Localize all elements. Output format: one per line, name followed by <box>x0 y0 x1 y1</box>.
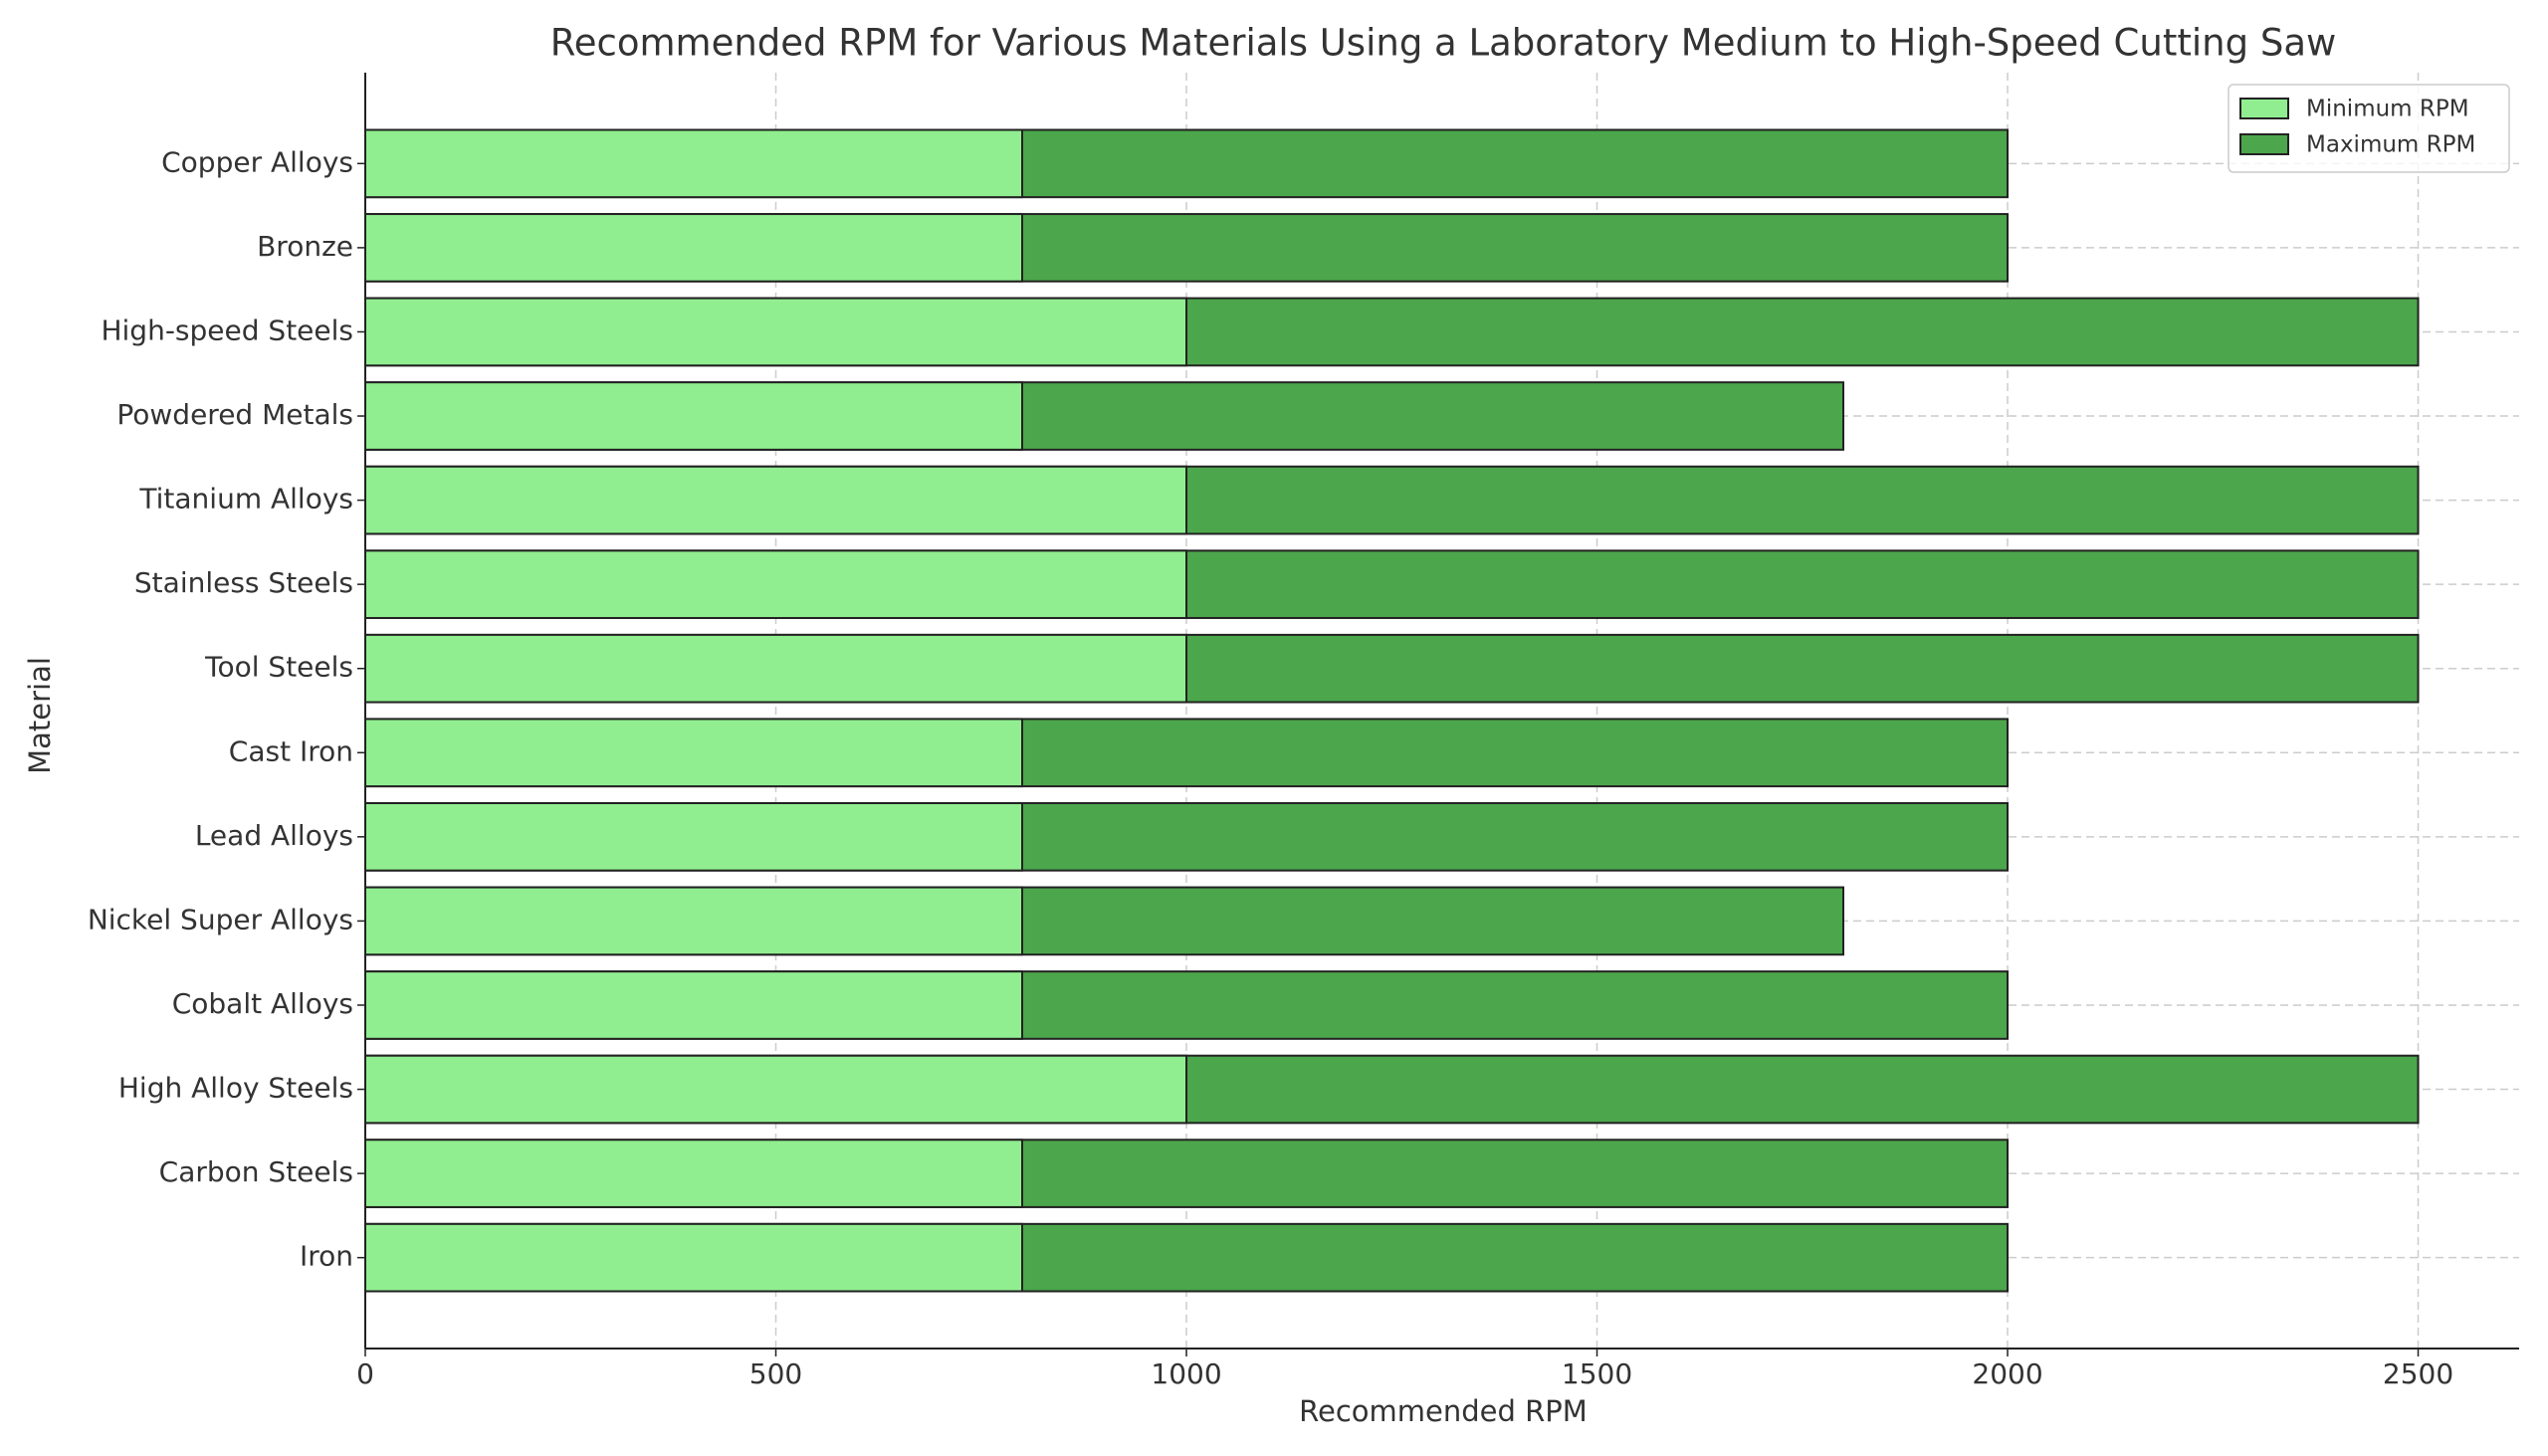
bar <box>364 297 1188 367</box>
bar <box>364 633 1188 704</box>
x-axis-label: Recommended RPM <box>1299 1394 1588 1428</box>
bar <box>364 1054 1188 1125</box>
x-tick-label: 1500 <box>1562 1357 1632 1390</box>
y-tick-label: Stainless Steels <box>134 566 353 599</box>
y-tick-label: Nickel Super Alloys <box>88 903 353 936</box>
legend-label: Maximum RPM <box>2306 132 2475 158</box>
legend-swatch <box>2239 98 2289 119</box>
legend: Minimum RPM Maximum RPM <box>2228 84 2510 173</box>
chart-title: Recommended RPM for Various Materials Us… <box>550 22 2337 65</box>
bar <box>364 886 1024 956</box>
y-tick-label: High-speed Steels <box>101 313 353 346</box>
y-tick-label: Iron <box>300 1240 353 1273</box>
bar <box>364 465 1188 535</box>
y-tick-label: Carbon Steels <box>159 1155 353 1188</box>
bar <box>364 970 1024 1040</box>
y-tick-label: Bronze <box>257 230 353 263</box>
legend-box <box>2228 84 2510 173</box>
bar <box>364 802 1024 872</box>
y-axis-label: Material <box>23 657 57 774</box>
bar <box>364 213 1024 283</box>
y-tick-label: Lead Alloys <box>195 819 353 852</box>
bar <box>364 1222 1024 1293</box>
x-tick-label: 0 <box>356 1357 374 1390</box>
y-tick-label: High Alloy Steels <box>118 1072 353 1105</box>
y-tick-label: Cobalt Alloys <box>172 987 353 1020</box>
x-tick-label: 2500 <box>2383 1357 2453 1390</box>
bar <box>364 128 1024 199</box>
bar <box>364 549 1188 619</box>
bar <box>364 1139 1024 1208</box>
bar <box>364 381 1024 451</box>
x-tick-label: 500 <box>749 1357 802 1390</box>
bar <box>364 718 1024 788</box>
legend-swatch <box>2239 133 2289 155</box>
y-tick-label: Titanium Alloys <box>138 483 353 516</box>
x-tick-label: 2000 <box>1972 1357 2042 1390</box>
y-tick-label: Powdered Metals <box>116 398 353 431</box>
y-tick-label: Cast Iron <box>229 734 353 767</box>
legend-label: Minimum RPM <box>2306 97 2469 122</box>
y-tick-label: Copper Alloys <box>161 145 353 178</box>
y-tick-label: Tool Steels <box>204 651 353 684</box>
x-tick-label: 1000 <box>1151 1357 1221 1390</box>
